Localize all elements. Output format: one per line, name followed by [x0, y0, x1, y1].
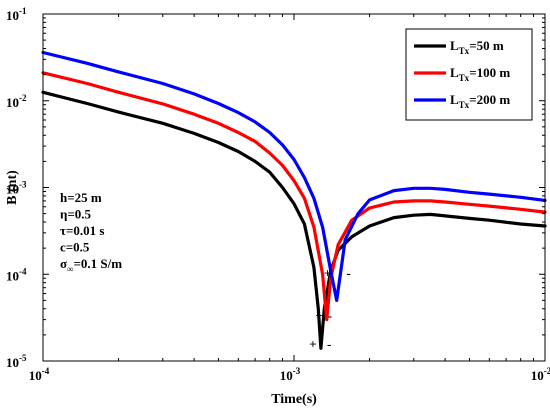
- minus-sign-label: -: [346, 266, 350, 281]
- parameter-label: c=0.5: [60, 240, 90, 255]
- minus-sign-label: -: [328, 308, 332, 323]
- x-tick-label: 10-3: [280, 366, 301, 383]
- y-tick-label: 10-1: [6, 6, 27, 23]
- y-tick-label: 10-2: [6, 93, 27, 110]
- y-tick-label: 10-4: [6, 266, 27, 283]
- legend-label: LTx=200 m: [450, 92, 510, 110]
- series-layer: [41, 50, 547, 350]
- plus-sign-label: +: [324, 266, 331, 281]
- x-axis-label: Time(s): [271, 392, 317, 407]
- sign-annotations: + -+ -+ -: [309, 266, 351, 352]
- parameter-annotations: h=25 m η=0.5τ=0.01 s c=0.5σ∞=0.1 S/m: [60, 190, 122, 274]
- legend-label: LTx=100 m: [450, 65, 510, 83]
- parameter-label: η=0.5: [60, 207, 92, 222]
- series-line-2: [41, 71, 547, 322]
- parameter-label: σ∞=0.1 S/m: [60, 256, 122, 274]
- plus-sign-label: +: [315, 308, 322, 323]
- legend: LTx=50 m LTx=100 m LTx=200 m: [405, 28, 533, 121]
- x-tick-label: 10-4: [29, 366, 50, 383]
- series-line-3: [41, 50, 547, 302]
- parameter-label: h=25 m: [60, 190, 102, 205]
- y-tick-label: 10-5: [6, 353, 27, 370]
- x-tick-label: 10-2: [531, 366, 550, 383]
- legend-label: LTx=50 m: [450, 38, 504, 56]
- series-line-1: [41, 90, 547, 350]
- tick-layer: 10-4 10-3 10-210-510-410-310-210-1: [6, 6, 550, 383]
- plus-sign-label: +: [309, 336, 316, 351]
- y-axis-label: B (nt): [5, 170, 20, 205]
- minus-sign-label: -: [327, 336, 331, 351]
- parameter-label: τ=0.01 s: [60, 223, 104, 238]
- label-layer: Time(s) B (nt): [5, 170, 317, 407]
- y-tick-label: 10-3: [6, 180, 27, 197]
